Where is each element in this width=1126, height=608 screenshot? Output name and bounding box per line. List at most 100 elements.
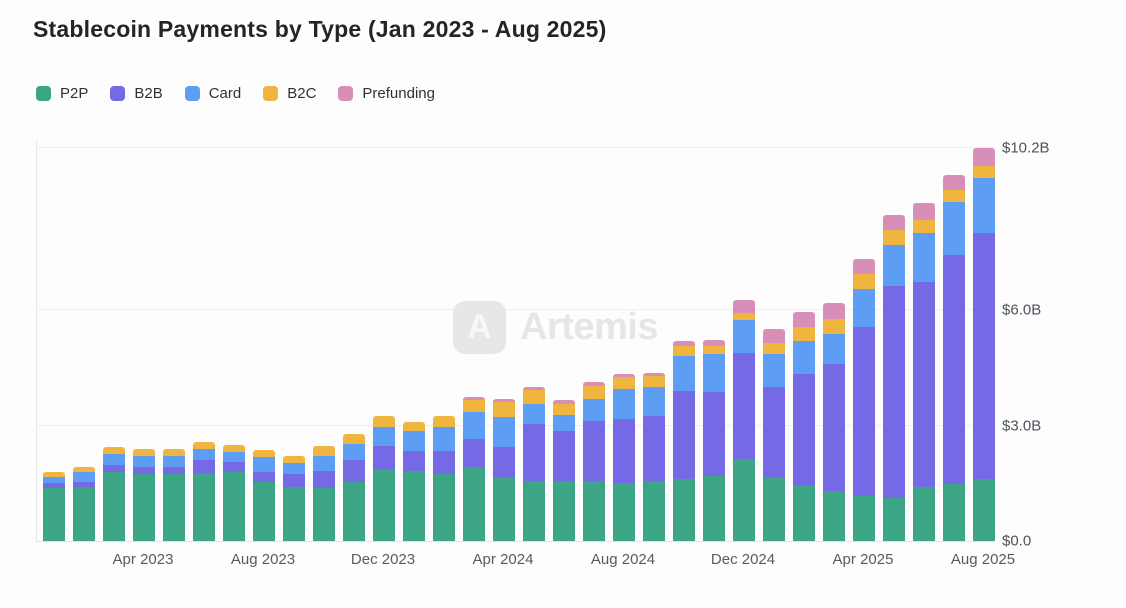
bar-apr-2025[interactable] bbox=[853, 259, 875, 541]
gridline bbox=[37, 309, 993, 310]
bar-segment-b2c bbox=[493, 402, 515, 418]
bar-dec-2023[interactable] bbox=[373, 415, 395, 541]
bar-oct-2024[interactable] bbox=[673, 341, 695, 541]
bar-mar-2023[interactable] bbox=[103, 447, 125, 541]
bar-segment-b2c bbox=[313, 445, 335, 456]
bar-segment-card bbox=[373, 426, 395, 446]
bar-jul-2023[interactable] bbox=[223, 445, 245, 541]
bar-jan-2023[interactable] bbox=[43, 471, 65, 541]
bar-segment-p2p bbox=[73, 486, 95, 541]
bar-jan-2025[interactable] bbox=[763, 329, 785, 541]
bar-segment-b2c bbox=[913, 219, 935, 234]
bar-nov-2023[interactable] bbox=[343, 433, 365, 541]
bar-segment-b2b bbox=[913, 281, 935, 487]
bar-segment-card bbox=[853, 289, 875, 328]
chart-title: Stablecoin Payments by Type (Jan 2023 - … bbox=[33, 16, 607, 42]
bar-segment-b2b bbox=[463, 438, 485, 467]
bar-segment-b2b bbox=[673, 390, 695, 479]
bar-feb-2025[interactable] bbox=[793, 311, 815, 541]
x-axis-label: Aug 2024 bbox=[590, 551, 656, 568]
bar-segment-b2b bbox=[193, 460, 215, 474]
bar-segment-prefunding bbox=[733, 300, 755, 314]
bar-segment-b2b bbox=[613, 418, 635, 484]
bar-segment-p2p bbox=[703, 475, 725, 541]
bar-segment-card bbox=[343, 443, 365, 461]
bar-may-2023[interactable] bbox=[163, 449, 185, 541]
bar-segment-card bbox=[103, 453, 125, 466]
bar-segment-p2p bbox=[643, 481, 665, 541]
x-axis-label: Dec 2024 bbox=[710, 551, 776, 568]
bar-apr-2023[interactable] bbox=[133, 449, 155, 541]
bar-segment-p2p bbox=[673, 478, 695, 541]
bar-aug-2025[interactable] bbox=[973, 148, 995, 541]
bar-segment-b2c bbox=[613, 377, 635, 389]
bar-may-2024[interactable] bbox=[523, 387, 545, 541]
bar-aug-2024[interactable] bbox=[613, 373, 635, 541]
bar-segment-b2c bbox=[433, 415, 455, 428]
bar-segment-b2b bbox=[133, 467, 155, 474]
legend-label: B2C bbox=[287, 85, 317, 102]
bar-segment-b2b bbox=[73, 481, 95, 487]
bar-segment-b2c bbox=[343, 433, 365, 444]
bar-segment-p2p bbox=[613, 483, 635, 541]
bar-segment-b2b bbox=[403, 450, 425, 471]
bar-segment-b2b bbox=[943, 254, 965, 484]
bar-segment-card bbox=[913, 233, 935, 282]
bar-segment-b2c bbox=[973, 165, 995, 178]
bar-sep-2023[interactable] bbox=[283, 455, 305, 541]
bar-segment-b2c bbox=[73, 466, 95, 472]
bar-segment-card bbox=[883, 244, 905, 286]
bar-segment-prefunding bbox=[523, 387, 545, 391]
bar-segment-prefunding bbox=[493, 398, 515, 403]
bar-jan-2024[interactable] bbox=[403, 421, 425, 541]
bar-jul-2025[interactable] bbox=[943, 175, 965, 541]
bar-segment-b2b bbox=[523, 423, 545, 482]
bar-mar-2024[interactable] bbox=[463, 396, 485, 541]
bar-segment-b2b bbox=[793, 373, 815, 486]
bar-segment-p2p bbox=[553, 480, 575, 541]
bar-segment-card bbox=[673, 356, 695, 391]
legend-swatch-icon bbox=[110, 86, 126, 101]
bar-jun-2023[interactable] bbox=[193, 442, 215, 541]
bar-dec-2024[interactable] bbox=[733, 300, 755, 541]
bar-apr-2024[interactable] bbox=[493, 398, 515, 541]
bar-mar-2025[interactable] bbox=[823, 303, 845, 541]
bar-segment-b2b bbox=[643, 415, 665, 482]
gridline bbox=[37, 424, 993, 426]
x-axis-label: Apr 2024 bbox=[472, 551, 534, 568]
bar-may-2025[interactable] bbox=[883, 214, 905, 541]
bar-jun-2025[interactable] bbox=[913, 203, 935, 541]
bar-segment-b2c bbox=[763, 342, 785, 355]
bar-jun-2024[interactable] bbox=[553, 400, 575, 541]
legend-item-card[interactable]: Card bbox=[184, 85, 241, 102]
bar-segment-p2p bbox=[313, 488, 335, 541]
bar-segment-prefunding bbox=[823, 303, 845, 319]
legend-item-prefunding[interactable]: Prefunding bbox=[338, 85, 435, 102]
bar-segment-card bbox=[763, 354, 785, 388]
bar-segment-p2p bbox=[733, 458, 755, 541]
legend-item-b2b[interactable]: B2B bbox=[110, 85, 163, 102]
legend-item-p2p[interactable]: P2P bbox=[36, 85, 88, 102]
bar-segment-card bbox=[463, 412, 485, 439]
bar-sep-2024[interactable] bbox=[643, 372, 665, 541]
bar-segment-b2b bbox=[763, 387, 785, 478]
bar-segment-card bbox=[733, 319, 755, 353]
bar-aug-2023[interactable] bbox=[253, 450, 275, 541]
bar-segment-b2b bbox=[313, 470, 335, 489]
bar-segment-b2c bbox=[733, 313, 755, 320]
bar-segment-prefunding bbox=[583, 382, 605, 386]
bar-feb-2024[interactable] bbox=[433, 415, 455, 541]
bar-segment-card bbox=[73, 471, 95, 482]
bar-oct-2023[interactable] bbox=[313, 445, 335, 541]
bar-jul-2024[interactable] bbox=[583, 382, 605, 541]
bar-segment-b2c bbox=[583, 385, 605, 399]
bar-segment-p2p bbox=[163, 473, 185, 541]
bar-feb-2023[interactable] bbox=[73, 466, 95, 541]
legend-item-b2c[interactable]: B2C bbox=[263, 85, 316, 102]
bar-segment-b2c bbox=[163, 449, 185, 456]
bar-segment-card bbox=[283, 462, 305, 474]
bar-segment-card bbox=[433, 427, 455, 451]
bar-segment-p2p bbox=[913, 486, 935, 541]
bar-nov-2024[interactable] bbox=[703, 339, 725, 541]
bar-segment-p2p bbox=[373, 468, 395, 541]
